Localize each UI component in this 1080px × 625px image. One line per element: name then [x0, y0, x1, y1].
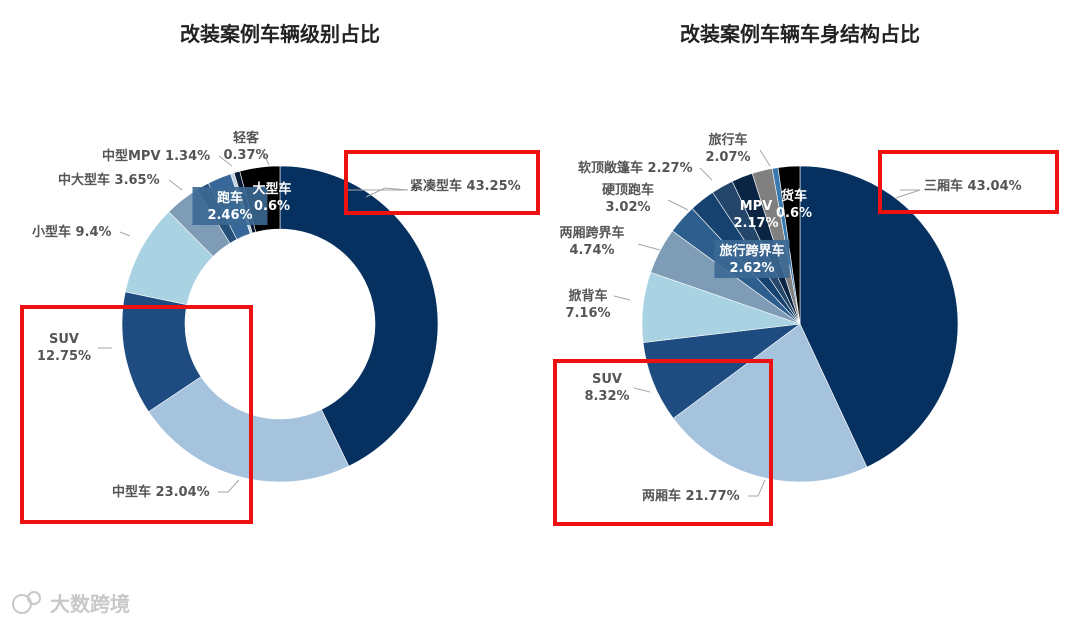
leader-line-硬顶跑车 [667, 199, 689, 211]
data-label-货车: 货车 0.6% [776, 188, 812, 221]
leader-line-轻客 [261, 149, 270, 166]
slice-三厢车 [799, 165, 959, 468]
data-label-硬顶跑车: 硬顶跑车 3.02% [602, 182, 654, 215]
data-label-小型车: 小型车 9.4% [32, 224, 112, 240]
data-label-中大型车: 中大型车 3.65% [58, 172, 160, 188]
data-label-紧凑型车: 紧凑型车 43.25% [410, 178, 521, 194]
label-box-跑车 [192, 187, 268, 225]
highlight-suv-midsize [20, 305, 253, 524]
data-label-跑车: 跑车 2.46% [207, 190, 252, 223]
data-label-软顶敞篷车: 软顶敞篷车 2.27% [578, 160, 693, 176]
data-label-掀背车: 掀背车 7.16% [565, 288, 610, 321]
watermark: 大数跨境 [12, 591, 130, 616]
data-label-MPV: MPV 2.17% [733, 199, 778, 231]
leader-line-软顶敞篷车 [699, 167, 713, 181]
data-label-轻客: 轻客 0.37% [223, 130, 268, 163]
label-box-旅行跨界车 [714, 240, 790, 278]
leader-line-SUV [633, 387, 651, 393]
leader-line-中大型车 [168, 179, 183, 191]
data-labels: 紧凑型车 43.25% 中型车 23.04% SUV 12.75% 小型车 9.4% 中大… [32, 130, 1022, 504]
data-label-两厢跨界车: 两厢跨界车 4.74% [559, 225, 624, 258]
chart-title-body-structure: 改装案例车辆车身结构占比 [680, 22, 920, 46]
leader-line-中型车 [218, 479, 240, 493]
watermark-text: 大数跨境 [50, 592, 130, 616]
slice-中型车 [148, 376, 350, 483]
data-label-中型MPV: 中型MPV 1.34% [102, 148, 210, 164]
leader-line-小型车 [119, 231, 131, 237]
watermark-logo-icon-2 [27, 591, 41, 605]
data-label-SUV: SUV 8.32% [584, 372, 629, 404]
leader-line-中型MPV [218, 155, 233, 167]
data-label-两厢车: 两厢车 21.77% [642, 488, 740, 504]
highlight-compact-car [344, 150, 540, 215]
chart-title-vehicle-class: 改装案例车辆级别占比 [180, 22, 380, 46]
leader-line-紧凑型车 [348, 187, 409, 198]
data-label-SUV: SUV 12.75% [37, 332, 91, 364]
leader-line-两厢跨界车 [637, 243, 661, 251]
data-label-中型车: 中型车 23.04% [112, 484, 210, 500]
highlight-boxes [20, 150, 1059, 526]
highlight-suv-hatchback [553, 359, 773, 526]
highlight-sedan [878, 150, 1059, 214]
data-label-三厢车: 三厢车 43.04% [924, 178, 1022, 194]
data-label-大型车: 大型车 0.6% [252, 181, 291, 214]
leader-line-三厢车 [895, 189, 921, 199]
leader-line-掀背车 [613, 295, 631, 301]
data-label-旅行车: 旅行车 2.07% [705, 132, 750, 165]
leader-line-旅行车 [759, 149, 771, 167]
data-label-旅行跨界车: 旅行跨界车 2.62% [719, 243, 784, 276]
leader-line-两厢车 [748, 479, 766, 497]
